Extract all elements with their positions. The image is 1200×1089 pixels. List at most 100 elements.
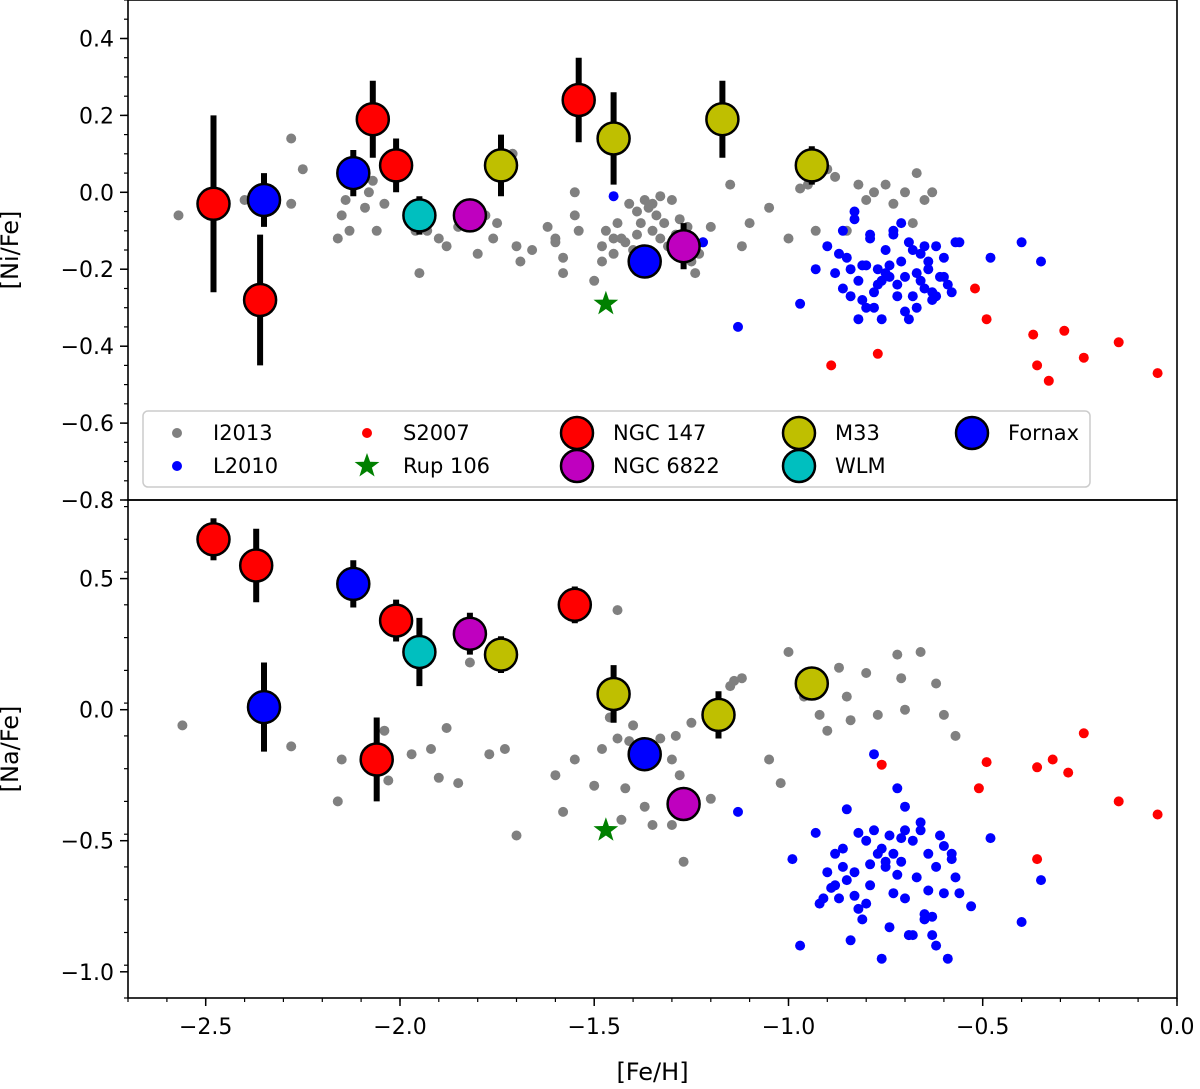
bottom-ngc-147-marker xyxy=(238,548,274,583)
x-tick-label: −2.0 xyxy=(373,1015,426,1040)
top-s2007-point xyxy=(1032,360,1043,371)
top-fornax-marker xyxy=(336,155,371,191)
top-l2010-point xyxy=(946,287,957,298)
bottom-l2010-point xyxy=(834,893,844,904)
top-plot-area xyxy=(173,57,1163,386)
top-l2010-point xyxy=(985,252,996,263)
top-i2013-point xyxy=(907,218,918,229)
bottom-l2010-point xyxy=(923,848,934,859)
top-i2013-point xyxy=(888,198,899,209)
bottom-s2007-point xyxy=(1078,728,1089,739)
bottom-i2013-point xyxy=(177,720,188,731)
top-l2010-point xyxy=(869,302,879,313)
bottom-l2010-point xyxy=(966,901,977,912)
top-ngc-6822-marker xyxy=(666,228,701,264)
top-l2010-point xyxy=(857,295,868,305)
bottom-l2010-point xyxy=(884,922,895,933)
bottom-l2010-point xyxy=(911,872,922,883)
top-l2010-point xyxy=(876,275,887,286)
legend-s2007-label: S2007 xyxy=(403,421,470,445)
bottom-fornax-marker xyxy=(627,736,662,772)
top-l2010-point xyxy=(880,245,891,255)
x-tick-label: −1.0 xyxy=(762,1015,815,1040)
bottom-s2007-point xyxy=(1047,754,1058,765)
top-i2013-point xyxy=(371,225,382,236)
bottom-i2013-point xyxy=(678,856,689,867)
bottom-l2010-point xyxy=(888,848,899,859)
bottom-s2007-point xyxy=(1152,809,1163,820)
top-s2007-point xyxy=(1152,368,1163,379)
bottom-l2010-point xyxy=(938,841,949,851)
bottom-s2007-point xyxy=(1113,796,1124,807)
top-i2013-point xyxy=(861,195,872,205)
bottom-l2010-point xyxy=(822,867,833,878)
top-l2010-point xyxy=(869,287,879,298)
bottom-i2013-point xyxy=(764,754,775,765)
legend: I2013 L2010 S2007 Rup 106 NGC 147 NGC 6822 M33… xyxy=(142,410,1091,488)
bottom-l2010-point xyxy=(946,848,957,859)
bottom-fornax-marker xyxy=(336,566,371,602)
top-i2013-point xyxy=(573,225,584,236)
top-fornax-marker xyxy=(627,244,662,279)
top-l2010-point xyxy=(845,264,856,275)
bottom-i2013-point xyxy=(383,775,394,786)
bottom-y-tick-label: −1.0 xyxy=(61,961,114,986)
legend-wlm-marker xyxy=(781,448,817,484)
bottom-ngc-147-marker xyxy=(359,742,394,777)
bottom-i2013-point xyxy=(336,754,347,765)
top-l2010-point xyxy=(861,302,872,313)
bottom-l2010-point xyxy=(942,953,953,964)
bottom-i2013-point xyxy=(931,678,942,689)
bottom-l2010-point xyxy=(795,940,806,951)
x-tick-label: −1.5 xyxy=(567,1015,620,1040)
top-i2013-point xyxy=(414,268,425,279)
bottom-s2007-point xyxy=(973,783,984,794)
top-l2010-point xyxy=(845,291,856,302)
legend-m33-marker xyxy=(781,415,817,451)
bottom-y-axis-label: [Na/Fe] xyxy=(0,706,24,793)
bottom-l2010-point xyxy=(841,875,852,886)
top-l2010-point xyxy=(907,291,918,302)
top-i2013-point xyxy=(515,256,526,267)
x-tick-label: −2.5 xyxy=(179,1015,232,1040)
bottom-s2007-point xyxy=(1063,767,1074,778)
top-i2013-point xyxy=(736,241,747,252)
top-i2013-point xyxy=(433,233,444,244)
legend-ngc-6822-label: NGC 6822 xyxy=(613,454,720,478)
bottom-l2010-point xyxy=(869,749,879,760)
bottom-s2007-point xyxy=(981,757,992,768)
bottom-l2010-point xyxy=(837,861,848,872)
x-axis-label: [Fe/H] xyxy=(616,1058,688,1085)
bottom-ngc-6822-marker xyxy=(452,616,488,651)
top-l2010-point xyxy=(837,225,848,236)
top-l2010-point xyxy=(915,248,926,259)
bottom-m33-marker xyxy=(483,637,519,672)
bottom-l2010-point xyxy=(950,872,961,883)
bottom-l2010-point xyxy=(1016,917,1027,927)
legend-i2013-dot xyxy=(172,428,182,438)
top-l2010-point xyxy=(841,252,852,263)
legend-wlm-label: WLM xyxy=(835,454,886,478)
legend-fornax-marker xyxy=(954,415,990,451)
bottom-i2013-point xyxy=(686,717,697,728)
top-l2010-point xyxy=(876,314,887,325)
top-i2013-point xyxy=(869,187,879,198)
top-i2013-point xyxy=(597,241,607,252)
bottom-i2013-point xyxy=(736,673,747,684)
top-y-tick-label: 0.2 xyxy=(79,104,114,129)
legend-rup-106-star xyxy=(354,453,380,477)
bottom-m33-marker xyxy=(794,666,830,701)
legend-box xyxy=(142,410,1091,488)
bottom-s2007-point xyxy=(876,759,887,770)
legend-ngc-147-label: NGC 147 xyxy=(613,421,706,445)
bottom-y-tick-label: −0.5 xyxy=(61,830,114,855)
bottom-l2010-point xyxy=(814,898,825,909)
top-i2013-point xyxy=(558,252,569,263)
bottom-l2010-point xyxy=(892,783,903,794)
top-i2013-point xyxy=(632,206,642,217)
top-i2013-point xyxy=(651,210,662,221)
top-m33-marker xyxy=(705,101,740,137)
top-l2010-point xyxy=(911,302,922,313)
bottom-l2010-point xyxy=(733,806,743,817)
